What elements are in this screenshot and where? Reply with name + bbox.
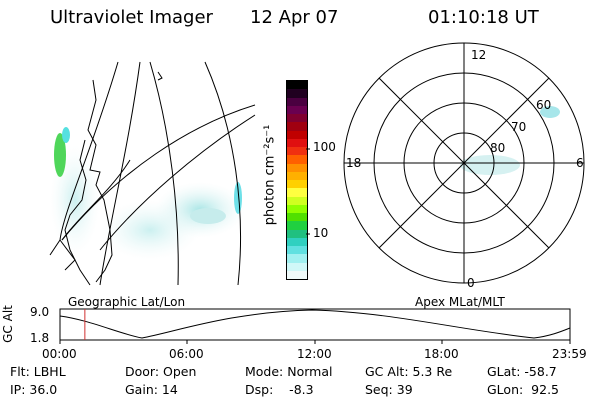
colorbar-segment xyxy=(287,97,307,106)
gain-info: Gain: 14 xyxy=(125,382,178,397)
app-title: Ultraviolet Imager xyxy=(50,7,213,28)
colorbar-segment xyxy=(287,147,307,156)
time-tick-0000: 00:00 xyxy=(42,347,77,361)
colorbar-segment xyxy=(287,114,307,123)
colorbar-segment xyxy=(287,81,307,90)
mlt-label-18: 18 xyxy=(346,156,362,170)
colorbar-segment xyxy=(287,221,307,230)
colorbar-segment xyxy=(287,196,307,205)
colorbar-segment xyxy=(287,155,307,164)
geographic-label: Geographic Lat/Lon xyxy=(68,295,186,309)
altitude-ytick-9: 9.0 xyxy=(30,305,50,319)
meridian-line xyxy=(204,61,241,286)
apex-label: Apex MLat/MLT xyxy=(415,295,505,309)
colorbar xyxy=(286,80,308,280)
colorbar-segment xyxy=(287,89,307,98)
colorbar-segment xyxy=(287,270,307,279)
gc-alt-info: GC Alt: 5.3 Re xyxy=(365,364,453,379)
altitude-ytick-1_8: 1.8 xyxy=(30,331,50,345)
colorbar-segment xyxy=(287,163,307,172)
lat-label-60: 60 xyxy=(536,98,552,112)
colorbar-segment xyxy=(287,213,307,222)
meridian-line xyxy=(149,61,179,286)
altitude-ylabel: GC Alt xyxy=(1,305,15,343)
image-date: 12 Apr 07 xyxy=(250,7,339,28)
mlt-line-diagonal xyxy=(378,77,550,249)
colorbar-segment xyxy=(287,122,307,131)
glon-info: GLon: 92.5 xyxy=(487,382,559,397)
colorbar-segment xyxy=(287,229,307,238)
time-tick-0600: 06:00 xyxy=(169,347,204,361)
seq-info: Seq: 39 xyxy=(365,382,413,397)
colorbar-segment xyxy=(287,180,307,189)
colorbar-segment xyxy=(287,138,307,147)
colorbar-segment xyxy=(287,237,307,246)
aurora-emission xyxy=(62,127,70,143)
time-tick-2359: 23:59 xyxy=(552,347,587,361)
dsp-info: Dsp: -8.3 xyxy=(245,382,314,397)
mlt-label-0: 0 xyxy=(467,276,475,290)
colorbar-segment xyxy=(287,171,307,180)
colorbar-segment xyxy=(287,246,307,255)
colorbar-segment xyxy=(287,204,307,213)
ip-info: IP: 36.0 xyxy=(10,382,58,397)
colorbar-segment xyxy=(287,254,307,263)
aurora-emission xyxy=(460,155,520,175)
time-tick-1800: 18:00 xyxy=(424,347,459,361)
aurora-emission xyxy=(540,106,560,118)
aurora-emission xyxy=(190,208,226,224)
colorbar-tick-10: 10 xyxy=(313,226,329,240)
aurora-emission xyxy=(100,200,200,260)
latitude-line xyxy=(99,114,256,251)
latitude-line xyxy=(61,104,256,241)
lat-label-70: 70 xyxy=(511,120,527,134)
coastline xyxy=(64,71,163,286)
mlt-label-6: 6 xyxy=(576,156,584,170)
glat-info: GLat: -58.7 xyxy=(487,364,557,379)
aurora-emission xyxy=(54,133,66,177)
colorbar-tick-100: 100 xyxy=(313,140,336,154)
altitude-plot-frame xyxy=(59,308,571,341)
latitude-line xyxy=(61,159,131,241)
colorbar-segment xyxy=(287,188,307,197)
door-info: Door: Open xyxy=(125,364,197,379)
meridian-line xyxy=(59,61,119,241)
time-tick-1200: 12:00 xyxy=(297,347,332,361)
image-time: 01:10:18 UT xyxy=(428,7,539,28)
lat-label-80: 80 xyxy=(490,141,506,155)
mlt-label-12: 12 xyxy=(471,48,487,62)
colorbar-segment xyxy=(287,130,307,139)
mode-info: Mode: Normal xyxy=(245,364,333,379)
coastline xyxy=(49,239,76,271)
filter-info: Flt: LBHL xyxy=(10,364,66,379)
colorbar-segment xyxy=(287,262,307,271)
altitude-curve xyxy=(59,309,571,339)
colorbar-segment xyxy=(287,105,307,114)
